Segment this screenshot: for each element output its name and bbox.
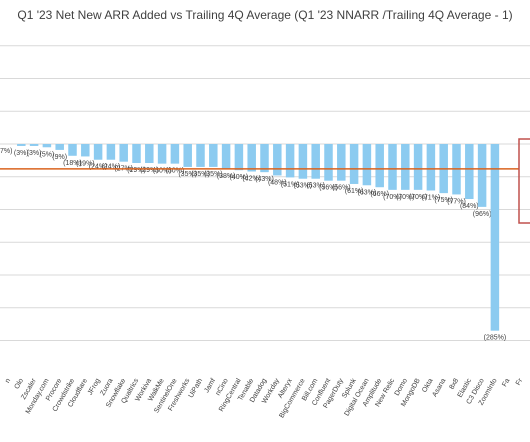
data-label: (24%)	[89, 164, 108, 171]
data-label: (96%)	[473, 211, 492, 218]
bar	[157, 144, 167, 164]
data-label: (29%)	[140, 167, 159, 174]
bar	[42, 144, 52, 148]
data-label: (56%)	[332, 185, 351, 192]
bar	[68, 144, 77, 156]
data-label: (61%)	[345, 188, 364, 195]
data-label: (63%)	[358, 189, 377, 196]
data-label: (19%)	[76, 160, 95, 167]
data-label: (53%)	[306, 183, 325, 190]
data-label: (66%)	[370, 191, 389, 198]
data-label: (3%)	[27, 150, 42, 157]
bar	[234, 144, 244, 171]
category-label: 8x8	[449, 377, 461, 390]
data-label: (75%)	[434, 197, 453, 204]
data-label: (51%)	[281, 181, 300, 188]
data-label: (30%)	[166, 168, 185, 175]
bar	[362, 144, 372, 186]
category-label: Fa	[501, 377, 511, 388]
data-label: (9%)	[52, 154, 67, 161]
data-label: (77%)	[447, 198, 466, 205]
bar	[119, 144, 128, 162]
data-label: (3%)	[14, 150, 29, 157]
bar	[490, 144, 500, 331]
bar	[413, 144, 423, 190]
data-label: (30%)	[153, 168, 172, 175]
bar	[93, 144, 103, 160]
bar	[17, 144, 26, 146]
data-label: (70%)	[383, 194, 402, 201]
bar	[426, 144, 436, 191]
bar	[55, 144, 64, 150]
data-label: (48%)	[268, 179, 287, 186]
data-label: (29%)	[127, 167, 146, 174]
category-label: Fr	[515, 377, 525, 387]
bar	[324, 144, 333, 181]
bar	[106, 144, 116, 160]
bar	[375, 144, 384, 188]
bar	[401, 144, 410, 190]
bar	[81, 144, 90, 157]
bar	[170, 144, 180, 164]
bar	[337, 144, 346, 181]
bar	[145, 144, 154, 163]
data-label: (70%)	[396, 194, 415, 201]
bar	[477, 144, 487, 207]
data-label: (43%)	[255, 176, 274, 183]
data-label: (84%)	[460, 203, 479, 210]
bar	[196, 144, 205, 167]
bar	[311, 144, 320, 179]
bar	[349, 144, 359, 184]
category-label: n	[4, 377, 12, 384]
data-label: (24%)	[102, 164, 121, 171]
data-label: (53%)	[294, 183, 313, 190]
data-label: 7%)	[0, 148, 12, 155]
bar	[209, 144, 218, 167]
data-label: (38%)	[217, 173, 236, 180]
data-label: (71%)	[422, 195, 441, 202]
data-label: (40%)	[230, 174, 249, 181]
bar	[132, 144, 141, 163]
category-label: Olo	[14, 377, 26, 390]
bar	[388, 144, 397, 190]
data-label: (35%)	[191, 171, 210, 178]
bar	[260, 144, 269, 173]
data-label: (35%)	[204, 171, 223, 178]
bar	[465, 144, 474, 200]
data-label: (42%)	[242, 176, 261, 183]
data-label: (285%)	[484, 335, 507, 342]
chart-title: Q1 '23 Net New ARR Added vs Trailing 4Q …	[17, 8, 513, 22]
bar	[298, 144, 308, 179]
callout-box	[518, 138, 530, 224]
data-label: (56%)	[319, 185, 338, 192]
data-label: (5%)	[40, 151, 55, 158]
bar	[29, 144, 39, 146]
data-label: (70%)	[409, 194, 428, 201]
bar	[221, 144, 231, 169]
bar	[285, 144, 295, 178]
data-label: (35%)	[178, 171, 197, 178]
bar	[273, 144, 282, 176]
data-label: (18%)	[63, 160, 82, 167]
category-label: Asana	[431, 377, 447, 398]
bar	[247, 144, 256, 172]
bar	[183, 144, 192, 167]
